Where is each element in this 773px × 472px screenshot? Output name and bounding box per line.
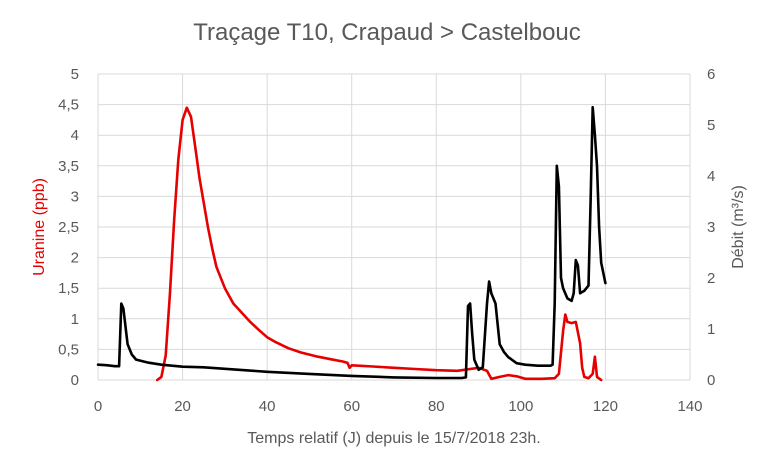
gridlines xyxy=(97,73,691,381)
x-tick-label: 80 xyxy=(428,398,445,415)
x-tick-label: 0 xyxy=(94,398,102,415)
x-axis-title: Temps relatif (J) depuis le 15/7/2018 23… xyxy=(247,430,541,447)
y-left-tick-label: 1,5 xyxy=(58,280,79,297)
y-left-tick-label: 0 xyxy=(71,372,79,389)
left-axis-ticks: 0 0,5 1 1,5 2 2,5 3 3,5 4 4,5 5 xyxy=(58,66,79,389)
y-right-tick-label: 0 xyxy=(707,372,715,389)
y-right-tick-label: 2 xyxy=(707,270,715,287)
x-tick-label: 60 xyxy=(343,398,360,415)
y-left-tick-label: 1 xyxy=(71,311,79,328)
x-axis-ticks: 0 20 40 60 80 100 120 140 xyxy=(94,398,703,415)
uranine-series-line xyxy=(155,106,603,382)
y-left-tick-label: 0,5 xyxy=(58,341,79,358)
y-left-tick-label: 2,5 xyxy=(58,219,79,236)
y-right-axis-title: Débit (m³/s) xyxy=(730,185,747,269)
right-axis-ticks: 0 1 2 3 4 5 6 xyxy=(707,66,715,389)
x-tick-label: 100 xyxy=(508,398,533,415)
x-tick-label: 120 xyxy=(593,398,618,415)
y-left-tick-label: 4 xyxy=(71,127,79,144)
y-right-tick-label: 6 xyxy=(707,66,715,83)
x-tick-label: 140 xyxy=(677,398,702,415)
y-right-tick-label: 3 xyxy=(707,219,715,236)
x-tick-label: 40 xyxy=(259,398,276,415)
y-right-tick-label: 1 xyxy=(707,321,715,338)
y-left-tick-label: 2 xyxy=(71,250,79,267)
chart-title: Traçage T10, Crapaud > Castelbouc xyxy=(193,19,581,46)
y-left-axis-title: Uranine (ppb) xyxy=(31,178,48,276)
y-right-tick-label: 5 xyxy=(707,117,715,134)
debit-series-line xyxy=(96,105,607,380)
y-right-tick-label: 4 xyxy=(707,168,715,185)
y-left-tick-label: 3 xyxy=(71,188,79,205)
y-left-tick-label: 4,5 xyxy=(58,97,79,114)
y-left-tick-label: 5 xyxy=(71,66,79,83)
x-tick-label: 20 xyxy=(174,398,191,415)
series-layer xyxy=(96,105,607,382)
y-left-tick-label: 3,5 xyxy=(58,158,79,175)
